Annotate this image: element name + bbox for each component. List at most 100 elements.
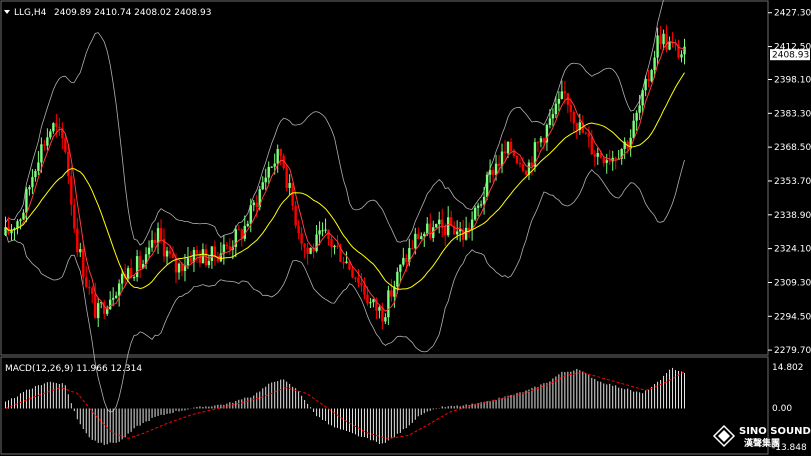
candle-body — [61, 127, 64, 139]
candle-body — [545, 124, 549, 143]
price-tick-label: 2383.30 — [774, 109, 811, 119]
dropdown-triangle-icon[interactable] — [4, 10, 10, 14]
candle-body — [330, 238, 333, 248]
candle-body — [405, 257, 408, 263]
candle-body — [569, 104, 573, 112]
price-tick-label: 2368.50 — [774, 143, 811, 153]
candle-body — [70, 176, 73, 205]
candle-body — [279, 149, 282, 156]
candle-body — [246, 223, 249, 226]
candle-body — [162, 238, 166, 257]
ohlc-values: 2409.89 2410.74 2408.02 2408.93 — [54, 8, 211, 18]
candle-body — [153, 239, 157, 244]
price-panel[interactable] — [0, 0, 769, 356]
upper-band-line — [5, 0, 664, 246]
price-tick-label: 2309.30 — [774, 278, 811, 288]
candle-body — [207, 260, 211, 266]
candle-body — [22, 212, 25, 220]
candle-body — [608, 160, 611, 162]
candle-body — [357, 277, 360, 283]
candle-body — [372, 299, 375, 303]
candle-body — [225, 244, 229, 247]
candle-body — [420, 236, 423, 240]
candle-body — [378, 307, 381, 311]
candle-body — [189, 258, 193, 263]
candle-body — [417, 233, 420, 240]
candle-body — [249, 205, 252, 224]
candle-body — [213, 246, 217, 257]
candle-body — [132, 277, 136, 279]
candle-body — [575, 123, 579, 130]
candle-body — [135, 256, 139, 278]
candle-body — [512, 151, 516, 156]
candle-body — [267, 166, 270, 178]
candle-body — [461, 229, 465, 240]
candle-body — [159, 228, 163, 239]
candle-body — [85, 277, 88, 288]
candle-body — [234, 229, 238, 247]
price-axis[interactable]: 2427.30 2412.50 2398.10 2383.30 2368.50 2353.… — [768, 9, 811, 356]
candle-body — [82, 249, 85, 278]
candle-body — [354, 277, 357, 279]
candle-body — [43, 144, 46, 146]
candle-body — [423, 233, 426, 237]
candle-body — [402, 257, 405, 265]
candle-body — [300, 233, 303, 244]
candle-body — [548, 118, 552, 125]
candle-body — [126, 268, 130, 279]
candle-body — [64, 138, 67, 152]
macd-indicator-label: MACD(12,26,9) 11.966 12.314 — [5, 364, 142, 374]
candle-body — [605, 160, 608, 163]
candle-body — [623, 141, 626, 150]
candle-body — [375, 299, 378, 311]
candle-body — [408, 248, 411, 263]
candle-body — [554, 103, 558, 115]
candle-body — [647, 78, 650, 82]
logo-text-cn: 漢聲集團 — [744, 437, 780, 449]
candle-body — [449, 217, 453, 226]
candle-body — [79, 249, 82, 253]
candle-body — [120, 273, 124, 284]
candle-body — [291, 182, 294, 206]
candle-body — [174, 258, 178, 273]
candle-body — [677, 44, 680, 58]
price-tick-label: 2279.70 — [774, 346, 811, 356]
candle-body — [321, 230, 324, 232]
candle-body — [551, 114, 555, 119]
candle-body — [497, 163, 501, 166]
candle-body — [581, 122, 585, 133]
candle-body — [186, 258, 190, 266]
candle-body — [638, 105, 641, 113]
candle-body — [342, 261, 345, 264]
candle-body — [255, 202, 258, 208]
price-tick-label: 2427.30 — [774, 9, 811, 19]
candle-body — [363, 284, 366, 295]
candle-body — [518, 163, 522, 165]
candle-body — [369, 302, 372, 304]
candle-body — [243, 225, 246, 239]
candle-body — [665, 33, 668, 50]
macd-panel[interactable] — [0, 356, 769, 455]
candle-body — [464, 227, 468, 240]
diamond-logo-icon — [712, 424, 736, 448]
bollinger-bands — [5, 0, 685, 413]
macd-signal-path — [5, 371, 685, 439]
macd-axis[interactable]: 14.802 0.00 -13.848 — [772, 363, 807, 453]
candle-body — [414, 233, 417, 249]
candle-body — [467, 227, 471, 231]
macd-signal-line — [5, 371, 685, 439]
candle-body — [587, 133, 590, 137]
candle-body — [662, 33, 665, 45]
candle-body — [237, 229, 241, 231]
candle-body — [240, 229, 244, 239]
candle-body — [210, 246, 214, 261]
chart-header: LLG,H4 2409.89 2410.74 2408.02 2408.93 — [4, 8, 211, 18]
candle-body — [429, 223, 432, 238]
candle-body — [470, 219, 474, 231]
candle-body — [198, 253, 202, 264]
candle-body — [108, 299, 112, 310]
candle-body — [653, 57, 656, 71]
candle-body — [656, 35, 659, 58]
candle-body — [117, 283, 121, 296]
